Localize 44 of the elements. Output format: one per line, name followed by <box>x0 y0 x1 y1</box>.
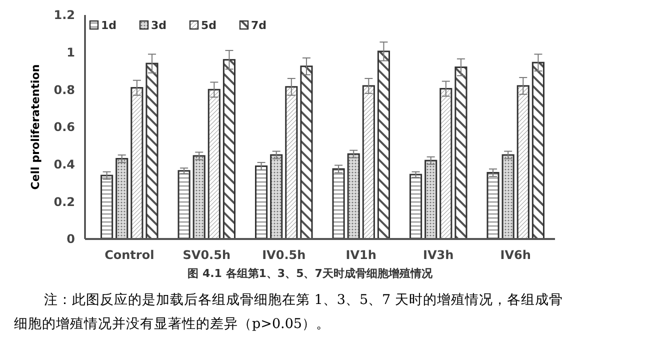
x-tick-label: Control <box>104 248 154 262</box>
bar <box>300 66 313 240</box>
y-axis-title: Cell proliferatention <box>29 64 42 190</box>
y-tick-label: 1.2 <box>54 8 75 22</box>
y-tick-label: 1 <box>66 46 75 60</box>
bar <box>532 62 544 240</box>
x-tick-label: IV6h <box>500 248 531 262</box>
bar <box>486 172 500 240</box>
y-tick-label: 0.8 <box>54 82 75 97</box>
y-tick-label: 0.6 <box>54 120 75 134</box>
x-tick-label: IV1h <box>346 248 376 262</box>
bar <box>516 85 530 240</box>
bar <box>454 66 468 240</box>
bar <box>347 153 360 240</box>
bar <box>440 88 452 240</box>
x-tick-label: IV0.5h <box>262 248 306 262</box>
bar <box>285 86 298 240</box>
text: 注：此图反应的是加载后各组成骨细胞在第 1、3、5、7 天时的增殖情况，各组成骨细胞的增殖情况并没有显著性的差异（p>0.05）。 <box>14 292 563 332</box>
y-tick-label: 0.4 <box>54 158 75 172</box>
bar <box>130 87 144 240</box>
bar <box>192 155 206 240</box>
bar <box>100 174 114 240</box>
bar <box>116 158 128 240</box>
x-tick-label: IV3h <box>423 248 454 262</box>
bar <box>208 88 220 240</box>
bar <box>270 154 283 240</box>
legend-label: 3d <box>151 19 167 32</box>
bar <box>362 85 375 240</box>
bar <box>222 59 236 240</box>
x-tick-label: SV0.5h <box>182 248 231 262</box>
bar <box>146 62 158 240</box>
legend-label: 7d <box>251 19 267 32</box>
legend-label: 5d <box>201 19 217 32</box>
bar <box>409 174 422 240</box>
bar <box>178 170 190 240</box>
bar <box>255 165 268 240</box>
y-tick-label: 0 <box>66 232 75 246</box>
bar <box>502 154 514 240</box>
bar <box>377 50 390 240</box>
bar <box>424 160 438 240</box>
legend-label: 1d <box>101 19 117 32</box>
y-tick-label: 0.2 <box>54 194 75 209</box>
caption: 图 4.1 各组第1、3、5、7天时成骨细胞增殖情况 <box>188 267 434 280</box>
bar <box>332 168 345 240</box>
